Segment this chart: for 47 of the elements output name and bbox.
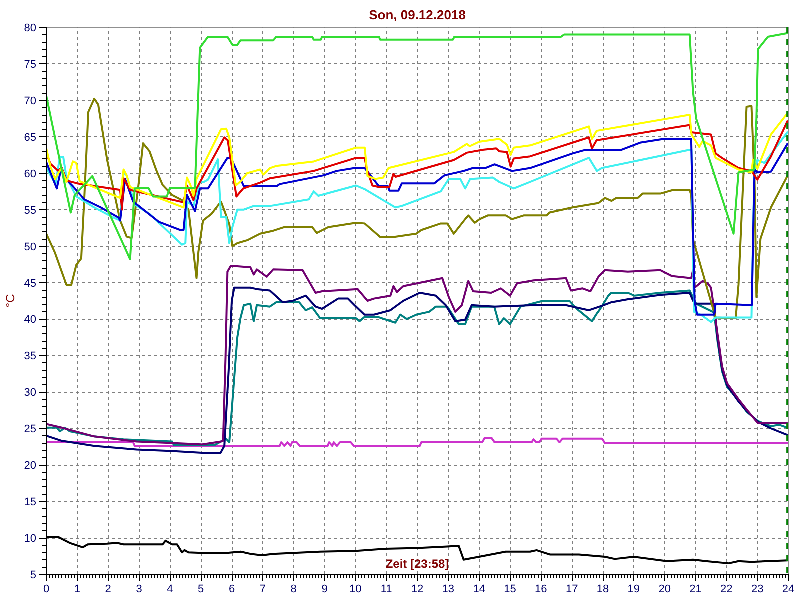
x-tick-label: 16 (535, 584, 548, 596)
x-tick-label: 18 (596, 584, 610, 596)
x-tick-label: 7 (260, 584, 266, 596)
y-tick-label: 30 (24, 387, 37, 400)
y-tick-label: 45 (24, 278, 37, 290)
x-tick-label: 9 (322, 584, 328, 596)
x-tick-label: 4 (167, 584, 174, 596)
x-tick-label: 1 (74, 584, 80, 596)
line-series (46, 437, 788, 448)
x-tick-label: 0 (43, 584, 50, 596)
x-tick-label: 11 (380, 584, 392, 596)
x-tick-label: 24 (782, 584, 795, 596)
y-tick-label: 20 (24, 460, 37, 472)
y-tick-label: 55 (24, 204, 37, 217)
x-tick-label: 15 (504, 584, 516, 596)
y-tick-label: 10 (24, 533, 37, 546)
y-tick-label: 65 (24, 132, 37, 144)
y-tick-label: 15 (24, 496, 37, 509)
x-tick-label: 6 (228, 584, 236, 596)
x-tick-label: 21 (690, 584, 702, 596)
x-tick-label: 2 (105, 584, 112, 596)
y-tick-label: 80 (24, 22, 37, 34)
x-tick-label: 5 (198, 584, 204, 596)
y-tick-label: 75 (24, 58, 37, 71)
x-tick-label: 13 (442, 584, 455, 596)
x-tick-label: 10 (350, 584, 362, 596)
x-tick-label: 12 (411, 584, 424, 596)
x-tick-label: 3 (136, 584, 142, 596)
x-tick-label: 22 (720, 584, 733, 596)
y-tick-label: 50 (24, 241, 37, 254)
y-tick-label: 25 (24, 424, 37, 436)
line-series (46, 98, 788, 320)
y-axis-title: °C (3, 294, 18, 308)
x-tick-label: 23 (751, 584, 764, 596)
chart-title: Son, 09.12.2018 (369, 8, 466, 22)
y-tick-label: 70 (24, 95, 37, 108)
x-tick-label: 20 (658, 584, 671, 596)
y-tick-label: 60 (24, 168, 37, 180)
x-tick-label: 19 (628, 584, 640, 596)
line-series (46, 32, 788, 260)
x-axis-title: Zeit [23:58] (386, 557, 450, 572)
y-tick-label: 35 (24, 350, 37, 363)
y-tick-label: 40 (24, 314, 37, 326)
x-tick-label: 8 (290, 584, 297, 596)
x-tick-label: 14 (473, 584, 486, 596)
y-tick-label: 5 (30, 570, 37, 582)
x-tick-label: 17 (566, 584, 578, 596)
